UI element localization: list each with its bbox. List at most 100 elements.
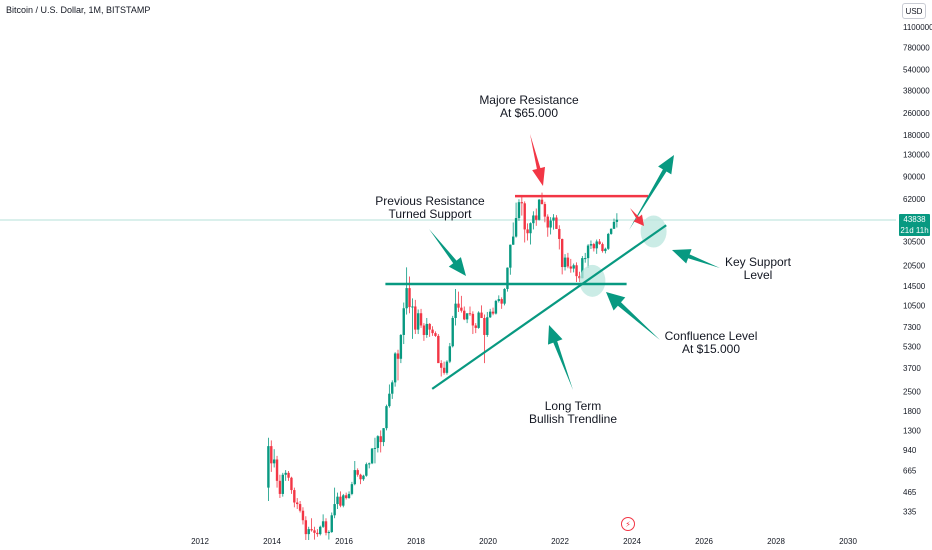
candle-body	[506, 267, 509, 289]
candle-body	[362, 475, 365, 480]
arrow-breakout[interactable]	[629, 155, 674, 230]
candle-body	[474, 325, 477, 328]
drawings-layer	[385, 134, 720, 390]
candle	[503, 288, 506, 306]
arrow-confluence[interactable]	[606, 292, 660, 340]
candle	[298, 500, 302, 513]
candle	[370, 447, 374, 465]
candle	[500, 297, 503, 309]
candle	[434, 331, 437, 337]
candle	[296, 498, 299, 509]
candle	[474, 323, 477, 334]
candle	[301, 507, 305, 525]
symbol-title[interactable]: Bitcoin / U.S. Dollar, 1M, BITSTAMP	[6, 5, 151, 15]
candle	[431, 326, 434, 336]
candle	[339, 491, 342, 508]
price-axis[interactable]: 1100000 780000 540000 380000 260000 180000 130…	[903, 23, 932, 517]
candle-body	[405, 288, 408, 309]
candle-body	[414, 306, 417, 330]
time-axis[interactable]: 2012 2014 2016 2018 2020 2022 2024 2026 2028 2030	[191, 537, 857, 546]
candle-body	[595, 241, 598, 249]
candle-body	[486, 317, 489, 335]
candle	[393, 352, 397, 387]
candle-body	[523, 203, 526, 230]
candle-body	[445, 361, 449, 373]
candle	[448, 342, 452, 364]
candle-body	[612, 221, 616, 229]
candle	[382, 428, 385, 447]
candle	[440, 360, 443, 377]
candle-body	[416, 313, 420, 330]
candle	[379, 430, 382, 453]
lightning-icon[interactable]: ⚡	[621, 517, 635, 531]
candle-body	[509, 244, 512, 268]
candle	[405, 267, 408, 315]
candle	[483, 314, 486, 364]
candle	[272, 449, 276, 468]
candle	[411, 298, 414, 339]
candle	[523, 201, 526, 243]
candle-body	[500, 299, 503, 304]
candle-body	[396, 353, 400, 359]
candle-body	[552, 217, 555, 221]
annotation-text: Confluence Level	[665, 329, 758, 343]
candle-body	[566, 257, 570, 267]
candle	[287, 470, 290, 481]
candle-body	[419, 313, 423, 326]
candle-body	[402, 308, 405, 335]
candle-body	[272, 459, 276, 464]
currency-button[interactable]: USD	[902, 3, 926, 19]
x-tick-label: 2028	[767, 537, 785, 546]
candle-body	[428, 323, 431, 330]
candle-body	[393, 353, 397, 383]
candle	[586, 244, 590, 268]
arrow-trendline[interactable]	[548, 325, 573, 390]
candle-body	[353, 470, 356, 485]
arrow-key-support[interactable]	[672, 249, 720, 268]
candle-body	[468, 313, 472, 315]
arrow-small-red[interactable]	[630, 208, 644, 226]
candle-body	[569, 266, 572, 269]
candle	[589, 240, 593, 249]
candle-body	[319, 526, 322, 535]
y-tick-label: 90000	[903, 173, 926, 182]
candle	[486, 311, 489, 337]
y-tick-label: 940	[903, 446, 917, 455]
candle	[316, 529, 319, 537]
candles-layer	[267, 192, 619, 540]
candle	[451, 315, 454, 348]
y-tick-label: 540000	[903, 65, 930, 74]
candle-body	[373, 447, 377, 449]
candle	[543, 201, 547, 223]
candle-body	[609, 228, 613, 234]
candle-body	[440, 363, 443, 368]
candle	[310, 518, 313, 532]
candle-body	[448, 346, 452, 362]
candle	[347, 491, 351, 499]
candle-body	[503, 288, 506, 304]
candle-body	[491, 311, 495, 314]
arrow-resistance[interactable]	[530, 134, 545, 186]
candle-body	[356, 470, 359, 475]
candle-body	[347, 493, 351, 499]
candle	[604, 247, 607, 254]
trendline[interactable]	[431, 224, 667, 390]
candle-body	[483, 317, 486, 335]
candle-body	[290, 477, 293, 491]
arrow-previous-resistance[interactable]	[429, 229, 466, 276]
candle	[601, 242, 604, 253]
candle-body	[586, 245, 590, 259]
candle-body	[512, 236, 515, 245]
candle	[307, 526, 310, 540]
candle-body	[270, 446, 273, 464]
candle	[546, 214, 549, 237]
candle-body	[457, 303, 460, 308]
annotation-majore-resistance: Majore Resistance At $65.000	[479, 93, 579, 120]
y-tick-label: 260000	[903, 109, 930, 118]
highlight-zone[interactable]	[640, 215, 667, 248]
annotation-trendline: Long Term Bullish Trendline	[529, 399, 617, 426]
candle	[365, 462, 368, 477]
candle-body	[598, 241, 601, 245]
y-tick-label: 1300	[903, 426, 921, 435]
